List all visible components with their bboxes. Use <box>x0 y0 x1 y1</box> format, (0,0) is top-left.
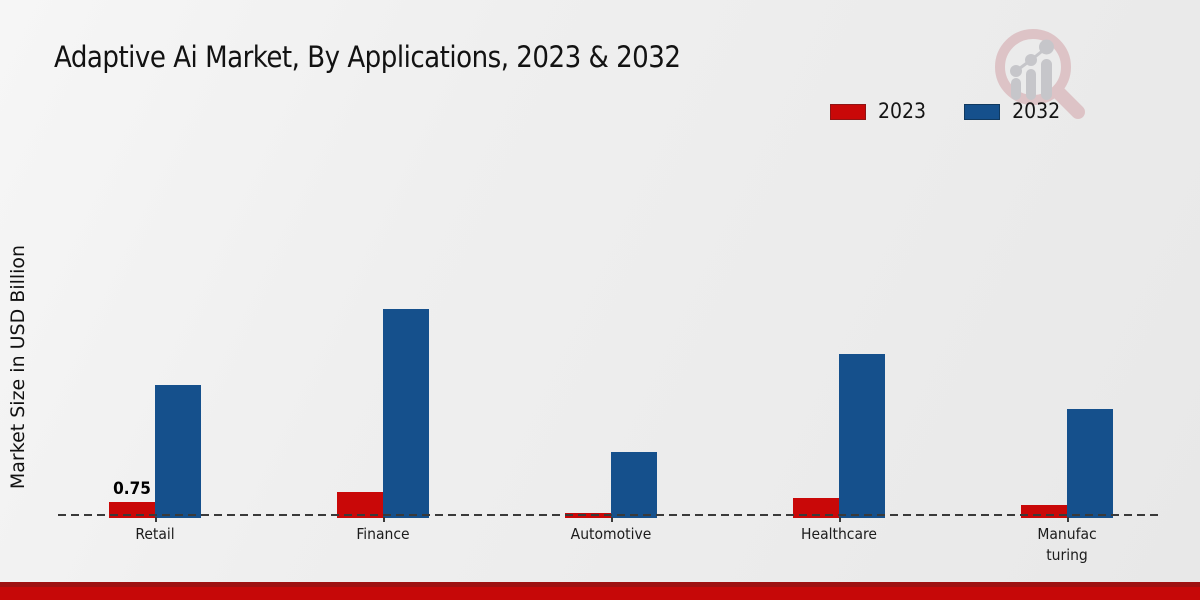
bar-2023-retail <box>109 501 155 518</box>
x-axis-category-label: Retail <box>135 525 175 543</box>
legend-swatch-2023 <box>830 103 866 120</box>
legend-label-2023: 2023 <box>878 99 927 123</box>
legend-swatch-2032 <box>964 103 1001 120</box>
footer-red-strip <box>0 582 1200 600</box>
x-axis-category-label: Manufac turing <box>1037 525 1097 564</box>
bar-2023-finance <box>337 492 383 518</box>
bar-2032-healthcare <box>839 354 885 518</box>
x-axis-tick <box>383 517 385 522</box>
x-axis-tick <box>1067 517 1069 522</box>
bar-2023-manufacturing <box>1021 505 1067 518</box>
data-label: 0.75 <box>113 478 151 499</box>
magnifier-bar-chart-logo <box>995 29 1085 119</box>
x-axis-category-label: Healthcare <box>801 525 877 543</box>
bar-2032-finance <box>383 309 429 518</box>
bar-2023-healthcare <box>793 498 839 518</box>
legend-item-2032: 2032 <box>964 101 1060 122</box>
legend-label-2032: 2032 <box>1012 99 1061 123</box>
legend: 2023 2032 <box>830 101 1060 122</box>
bar-2032-manufacturing <box>1067 409 1113 518</box>
x-axis-tick <box>155 517 157 522</box>
legend-item-2023: 2023 <box>830 101 926 122</box>
x-axis-tick <box>839 517 841 522</box>
x-axis-tick <box>611 517 613 522</box>
bar-2032-automotive <box>611 452 657 518</box>
x-axis-category-label: Finance <box>356 525 410 543</box>
x-axis-dashed-baseline <box>58 514 1162 516</box>
x-axis-category-label: Automotive <box>570 525 652 543</box>
bar-2032-retail <box>155 384 201 518</box>
chart-title: Adaptive Ai Market, By Applications, 202… <box>54 40 681 74</box>
